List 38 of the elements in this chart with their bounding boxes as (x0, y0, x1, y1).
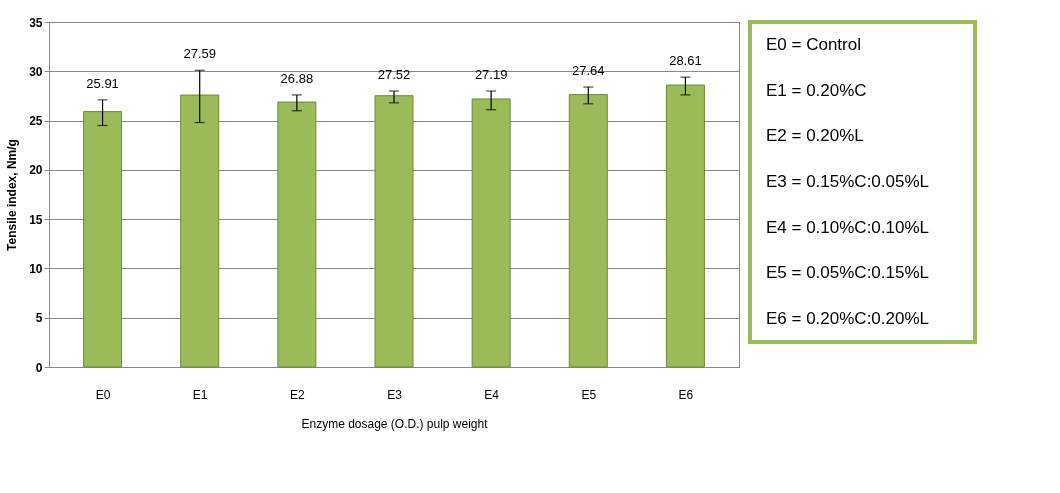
bar (471, 98, 511, 368)
data-label: 27.52 (377, 67, 411, 82)
x-tick-label: E1 (192, 387, 208, 402)
x-tick-label: E0 (95, 387, 111, 402)
text: E3 = 0.15%C:0.05%L (766, 172, 930, 191)
data-label: 26.88 (280, 70, 314, 86)
text: E4 = 0.10%C:0.10%L (766, 217, 930, 237)
y-tick-label: 0 (35, 360, 43, 375)
data-label: 27.19 (474, 67, 508, 82)
data-label: 27.59 (183, 46, 216, 62)
y-tick-label: 30 (29, 64, 43, 79)
x-axis-title: Enzyme dosage (O.D.) pulp weight (301, 416, 489, 431)
data-label: 27.64 (572, 63, 605, 79)
y-tick-label: 15 (29, 212, 43, 227)
x-tick-label: E2 (290, 387, 306, 402)
x-tick-label: E3 (387, 387, 403, 402)
bar (180, 94, 220, 368)
text: E2 = 0.20%L (766, 126, 864, 146)
bar (83, 111, 123, 368)
x-tick-label: E6 (678, 387, 694, 402)
y-tick-label: 5 (35, 311, 43, 326)
bar (277, 101, 317, 368)
text: E6 = 0.20%C:0.20%L (766, 309, 930, 329)
bar (665, 84, 705, 368)
bar (568, 94, 608, 368)
text: E0 = Control (766, 34, 861, 54)
y-tick-label: 35 (29, 15, 43, 30)
data-label: 25.91 (86, 75, 119, 91)
y-tick-label: 10 (29, 261, 43, 276)
bar (374, 95, 414, 368)
x-tick-label: E5 (581, 387, 597, 402)
y-axis-title: Tensile index, Nm/g (5, 139, 20, 251)
y-tick-label: 20 (29, 163, 43, 178)
text: E1 = 0.20%C (766, 80, 867, 100)
x-tick-label: E4 (484, 387, 500, 402)
y-tick-label: 25 (29, 114, 43, 129)
text: E5 = 0.05%C:0.15%L (766, 263, 930, 283)
data-label: 28.61 (669, 53, 702, 69)
